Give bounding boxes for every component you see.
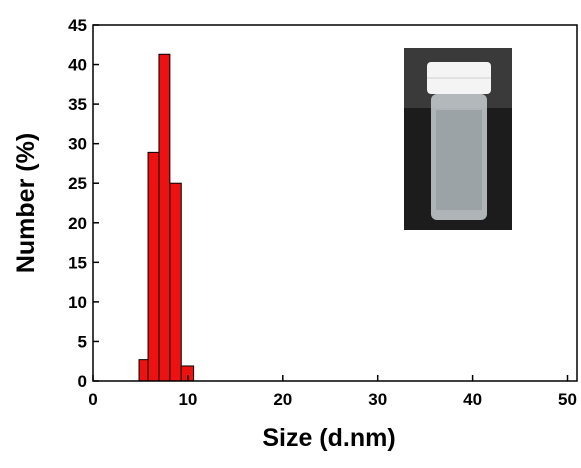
x-tick-label: 30	[368, 390, 387, 409]
y-tick-label: 30	[68, 135, 87, 154]
bar	[159, 54, 170, 381]
y-tick-label: 15	[68, 253, 87, 272]
page: {"chart_data": {"type": "histogram", "x_…	[0, 0, 581, 463]
y-tick-label: 35	[68, 95, 87, 114]
y-tick-label: 5	[78, 332, 87, 351]
bar	[148, 152, 159, 381]
y-tick-label: 20	[68, 214, 87, 233]
y-tick-label: 25	[68, 174, 87, 193]
x-tick-label: 10	[178, 390, 197, 409]
x-axis-label: Size (d.nm)	[262, 424, 395, 452]
x-tick-label: 50	[558, 390, 577, 409]
inset-photo	[404, 48, 512, 230]
bar	[139, 360, 148, 381]
y-tick-label: 10	[68, 293, 87, 312]
bar	[170, 183, 181, 381]
x-tick-label: 0	[88, 390, 97, 409]
x-tick-label: 40	[463, 390, 482, 409]
chart: Size (d.nm) Number (%) 0 5 10 15 20 25 30 35 40 4…	[0, 0, 581, 463]
y-tick-label: 45	[68, 16, 87, 35]
x-tick-label: 20	[273, 390, 292, 409]
y-tick-label: 0	[78, 372, 87, 391]
y-axis-label: Number (%)	[12, 133, 40, 273]
y-tick-label: 40	[68, 56, 87, 75]
